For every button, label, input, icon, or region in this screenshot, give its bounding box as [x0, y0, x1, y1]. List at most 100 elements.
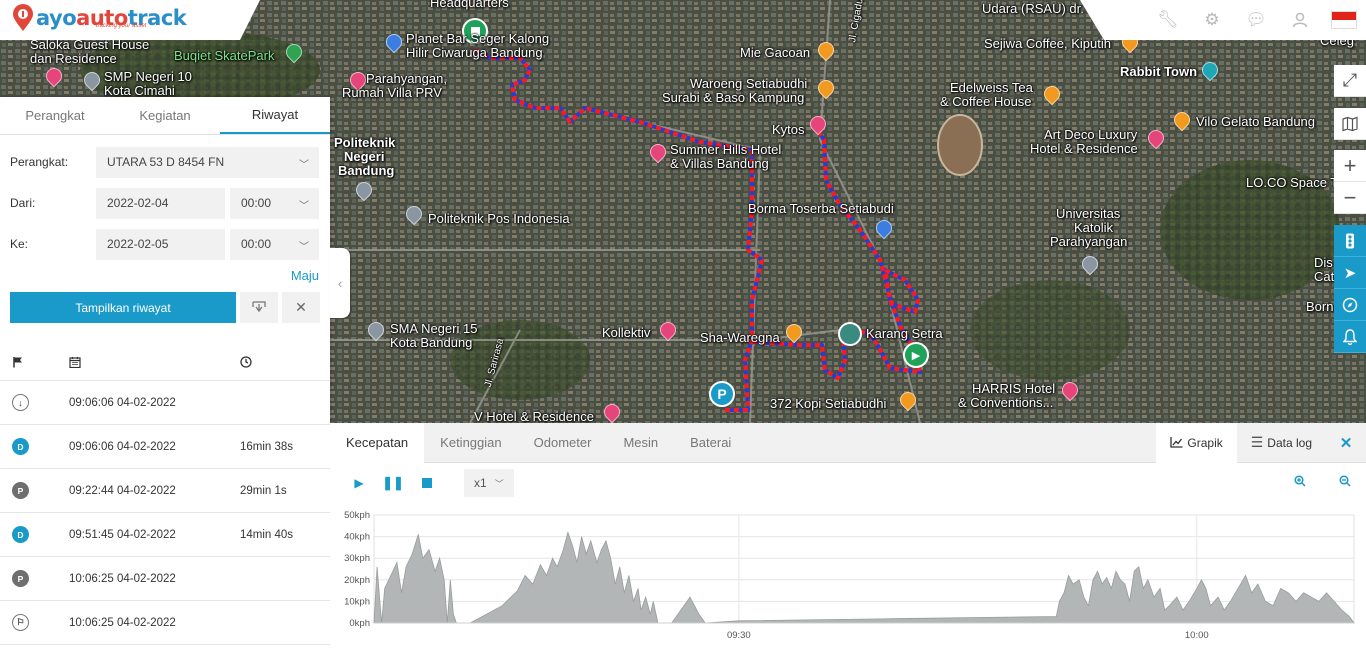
app-logo[interactable]: ayoautotrack — [12, 4, 187, 32]
from-label: Dari: — [10, 196, 36, 210]
bell-icon[interactable] — [1334, 321, 1366, 353]
show-history-button[interactable]: Tampilkan riwayat — [10, 292, 236, 323]
history-row[interactable]: D 09:51:45 04-02-2022 14min 40s — [0, 513, 330, 557]
route-end-marker[interactable] — [462, 18, 488, 44]
y-tick-label: 0kph — [349, 618, 370, 629]
history-list: ↓ 09:06:06 04-02-2022 D 09:06:06 04-02-2… — [0, 381, 330, 645]
navigation-icon[interactable]: ➤ — [1334, 257, 1366, 289]
tab-kegiatan[interactable]: Kegiatan — [139, 108, 191, 123]
map-label: HARRIS Hotel — [972, 381, 1056, 396]
map-label: Hotel & Residence — [1030, 141, 1138, 156]
close-icon: ✕ — [295, 299, 307, 315]
clear-button[interactable]: ✕ — [282, 292, 320, 323]
from-date-input[interactable]: 2022-02-04 — [96, 187, 225, 219]
tab-mesin[interactable]: Mesin — [623, 435, 659, 450]
history-time: 10:06:25 04-02-2022 — [69, 616, 176, 629]
zoom-out-icon[interactable]: − — [1334, 182, 1366, 214]
map-label: Negeri — [344, 149, 385, 164]
line-chart-icon — [1170, 437, 1183, 448]
y-tick-label: 30kph — [344, 553, 370, 564]
traffic-light-icon[interactable] — [1334, 225, 1366, 257]
map-label: Vilo Gelato Bandung — [1196, 114, 1316, 129]
map-label: & Conventions... — [958, 395, 1054, 410]
history-duration: 16min 38s — [240, 440, 294, 453]
download-icon — [252, 300, 266, 312]
map-label: Dis — [1314, 255, 1333, 270]
history-form: Perangkat: UTARA 53 D 8454 FN ﹀ Dari: 20… — [0, 135, 330, 323]
data-log-button[interactable]: ☰ Data log — [1237, 423, 1326, 463]
history-row[interactable]: ⚐ 10:06:25 04-02-2022 — [0, 601, 330, 645]
history-row[interactable]: P 10:06:25 04-02-2022 — [0, 557, 330, 601]
parking-marker[interactable]: P — [709, 381, 735, 407]
tab-ketinggian[interactable]: Ketinggian — [440, 435, 502, 450]
history-time: 09:22:44 04-02-2022 — [69, 484, 176, 497]
tab-baterai[interactable]: Baterai — [690, 435, 732, 450]
map-label: 372 Kopi Setiabudhi — [770, 396, 887, 411]
stop-icon[interactable] — [410, 478, 444, 488]
map-label: Waroeng Setiabudhi — [690, 76, 808, 91]
indonesia-flag-icon[interactable] — [1322, 0, 1366, 40]
landmark-marker[interactable] — [838, 322, 862, 346]
playback-speed-select[interactable]: x1 ﹀ — [464, 469, 514, 497]
pause-icon[interactable]: ❚❚ — [382, 475, 404, 490]
user-icon[interactable] — [1278, 0, 1322, 40]
map-label: Mie Gacoan — [740, 45, 811, 60]
map-label: Katolik — [1074, 220, 1114, 235]
tab-kecepatan[interactable]: Kecepatan — [330, 422, 425, 463]
x-tick-label: 10:00 — [1185, 630, 1209, 641]
zoom-in-graph-icon[interactable] — [1294, 475, 1306, 490]
history-duration: 14min 40s — [240, 528, 294, 541]
close-graph-button[interactable]: ✕ — [1326, 423, 1366, 463]
map-label: Parahyangan, — [366, 71, 447, 86]
history-row[interactable]: D 09:06:06 04-02-2022 16min 38s — [0, 425, 330, 469]
history-duration: 29min 1s — [240, 484, 287, 497]
zoom-in-icon[interactable]: + — [1334, 150, 1366, 182]
history-time: 10:06:25 04-02-2022 — [69, 572, 176, 585]
history-row[interactable]: ↓ 09:06:06 04-02-2022 — [0, 381, 330, 425]
graph-view-button[interactable]: Grapik — [1156, 422, 1237, 463]
map-label: Universitas — [1056, 206, 1121, 221]
playback-controls: ▶ ❚❚ x1 ﹀ — [330, 463, 1366, 503]
collapse-panel-button[interactable]: ‹ — [330, 248, 350, 318]
map-label: Udara (RSAU) dr. — [982, 1, 1084, 16]
map-label: Saloka Guest House — [30, 37, 150, 52]
gear-icon[interactable]: ⚙ — [1204, 10, 1220, 29]
map-label: Kytos — [772, 122, 805, 137]
to-date-input[interactable]: 2022-02-05 — [96, 228, 225, 260]
zoom-out-graph-icon[interactable] — [1339, 475, 1351, 490]
chat-icon[interactable]: 💬︎ — [1245, 10, 1267, 29]
map-label: Hilir Ciwaruga Bandung — [406, 45, 543, 60]
download-button[interactable] — [240, 292, 278, 323]
map-label: & Villas Bandung — [670, 156, 769, 171]
speed-chart[interactable]: 0kph 10kph 20kph 30kph 40kph 50kph 09:30 10:00 — [330, 507, 1366, 650]
map-label: & Coffee House — [940, 94, 1032, 109]
map-label: V Hotel & Residence — [474, 409, 594, 424]
playback-speed-value: x1 — [474, 476, 487, 490]
arrow-down-icon: ↓ — [12, 394, 29, 411]
list-icon: ☰ — [1250, 434, 1264, 450]
to-date-value: 2022-02-05 — [107, 237, 169, 251]
map-label: Born — [1306, 299, 1334, 314]
to-time-select[interactable]: 00:00 ﹀ — [230, 228, 319, 260]
map-layers-icon[interactable] — [1334, 108, 1366, 140]
to-label: Ke: — [10, 237, 29, 251]
play-icon[interactable]: ▶ — [354, 476, 364, 490]
graph-tabs: Kecepatan Ketinggian Odometer Mesin Bate… — [330, 422, 1366, 463]
device-select[interactable]: UTARA 53 D 8454 FN ﹀ — [96, 146, 319, 178]
map-label: Surabi & Baso Kampung — [662, 90, 805, 105]
advanced-link[interactable]: Maju — [290, 268, 319, 283]
tab-odometer[interactable]: Odometer — [533, 435, 592, 450]
history-header — [0, 346, 330, 381]
wrench-icon[interactable]: 🔧︎ — [1157, 10, 1179, 29]
map-label: Borma Toserba Setiabudi — [748, 201, 894, 216]
history-row[interactable]: P 09:22:44 04-02-2022 29min 1s — [0, 469, 330, 513]
tab-riwayat[interactable]: Riwayat — [220, 97, 330, 134]
tab-perangkat[interactable]: Perangkat — [25, 108, 85, 123]
fullscreen-icon[interactable]: ⤢ — [1334, 65, 1366, 97]
map-label: LO.CO Space T — [1246, 175, 1339, 190]
compass-icon[interactable] — [1334, 289, 1366, 321]
route-start-marker[interactable]: ▶ — [903, 342, 929, 368]
map-label: Cat — [1314, 269, 1335, 284]
history-time: 09:51:45 04-02-2022 — [69, 528, 176, 541]
from-time-select[interactable]: 00:00 ﹀ — [230, 187, 319, 219]
